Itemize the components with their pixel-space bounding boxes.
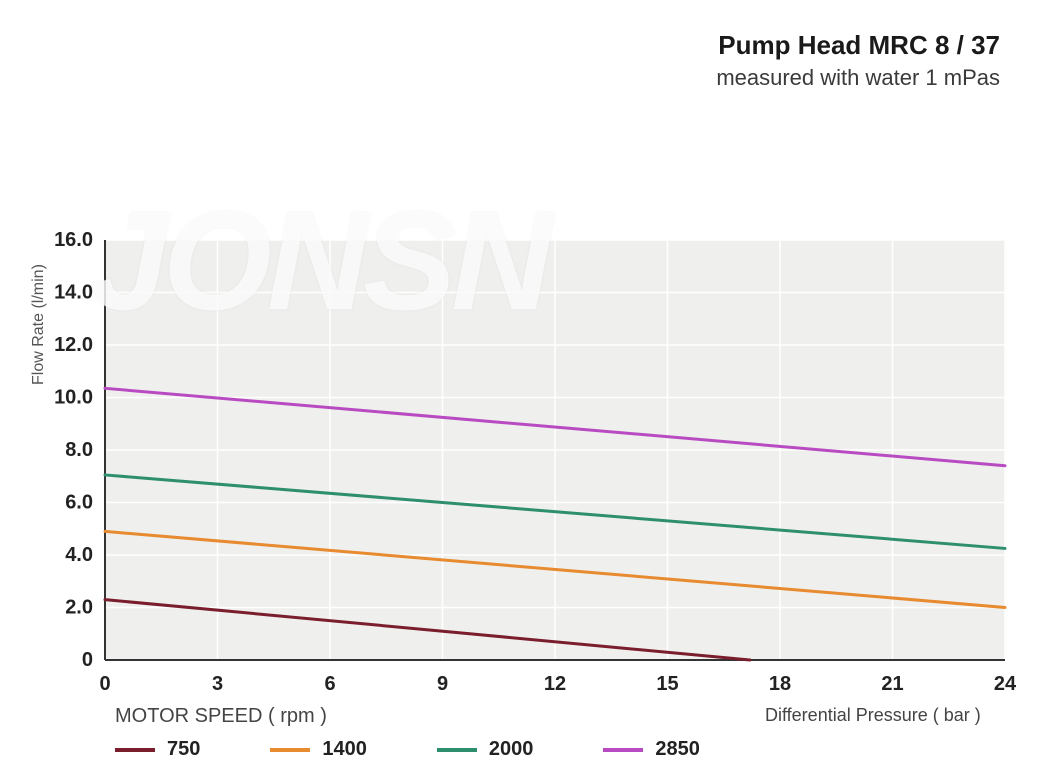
pump-chart-page: Pump Head MRC 8 / 37 measured with water… [0, 0, 1060, 743]
legend-swatch [603, 748, 643, 752]
legend-item-2000: 2000 [437, 738, 534, 761]
legend-item-750: 750 [115, 738, 200, 761]
legend-title: MOTOR SPEED ( rpm ) [115, 705, 327, 728]
legend-label: 750 [167, 738, 200, 761]
title-block: Pump Head MRC 8 / 37 measured with water… [716, 30, 1000, 91]
legend-label: 2000 [489, 738, 534, 761]
y-tick-label: 16.0 [54, 229, 93, 251]
x-tick-label: 24 [994, 673, 1017, 695]
x-axis-label: Differential Pressure ( bar ) [765, 705, 981, 726]
y-tick-label: 2.0 [65, 597, 93, 619]
x-tick-label: 3 [212, 673, 223, 695]
x-tick-label: 9 [437, 673, 448, 695]
legend-swatch [115, 748, 155, 752]
legend-item-2850: 2850 [603, 738, 700, 761]
x-tick-label: 18 [769, 673, 791, 695]
x-tick-label: 12 [544, 673, 566, 695]
y-tick-label: 6.0 [65, 492, 93, 514]
chart-subtitle: measured with water 1 mPas [716, 65, 1000, 91]
x-tick-label: 0 [99, 673, 110, 695]
x-tick-label: 15 [656, 673, 678, 695]
chart-title: Pump Head MRC 8 / 37 [716, 30, 1000, 61]
legend-label: 2850 [655, 738, 700, 761]
legend-swatch [437, 748, 477, 752]
chart-svg: 0 3 6 9 12 15 18 21 24 0 2.0 4.0 6.0 8.0 10.0 12.0 14.0 1… [0, 110, 1060, 730]
y-tick-label: 14.0 [54, 282, 93, 304]
legend-item-1400: 1400 [270, 738, 367, 761]
legend-swatch [270, 748, 310, 752]
legend-items: 750 1400 2000 2850 [115, 738, 700, 761]
y-tick-label: 10.0 [54, 387, 93, 409]
y-tick-label: 8.0 [65, 439, 93, 461]
x-tick-label: 6 [324, 673, 335, 695]
y-tick-label: 4.0 [65, 544, 93, 566]
x-tick-label: 21 [881, 673, 903, 695]
legend-label: 1400 [322, 738, 367, 761]
y-tick-label: 12.0 [54, 334, 93, 356]
y-tick-label: 0 [82, 649, 93, 671]
y-axis-label: Flow Rate (l/min) [30, 264, 48, 385]
